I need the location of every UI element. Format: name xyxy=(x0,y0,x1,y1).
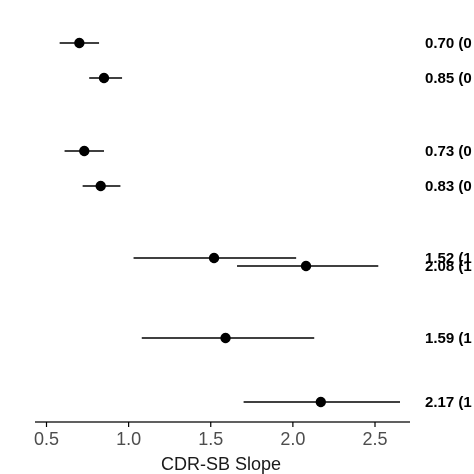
point-estimate xyxy=(208,252,220,264)
point-estimate xyxy=(79,145,90,157)
forest-row: 1.59 (1 xyxy=(141,330,472,347)
forest-row: 2.17 (1 xyxy=(243,394,472,411)
x-tick-label: 0.5 xyxy=(34,429,59,449)
forest-row: 0.83 (0 xyxy=(82,178,472,195)
estimate-label: 0.70 (0 xyxy=(425,35,472,52)
x-tick-label: 1.0 xyxy=(116,429,141,449)
estimate-label: 0.73 (0 xyxy=(425,143,472,160)
point-estimate xyxy=(300,260,312,272)
forest-rows: 0.70 (0 0.85 (0 0.73 (0 0.83 (0 1.52 (12.08 … xyxy=(59,35,472,411)
estimate-label: 2.17 (1 xyxy=(425,394,472,411)
point-estimate xyxy=(98,72,110,84)
estimate-label: 1.52 (1 xyxy=(425,250,472,267)
forest-row: 0.70 (0 xyxy=(59,35,472,52)
forest-row: 0.73 (0 xyxy=(64,143,472,160)
estimate-label: 1.59 (1 xyxy=(425,330,472,347)
x-tick-label: 2.5 xyxy=(362,429,387,449)
estimate-label: 0.83 (0 xyxy=(425,178,472,195)
x-axis-title: CDR-SB Slope xyxy=(161,454,281,474)
forest-row: 0.85 (0 xyxy=(89,70,472,87)
estimate-label: 0.85 (0 xyxy=(425,70,472,87)
point-estimate xyxy=(74,37,85,49)
forest-row: 2.08 (1 xyxy=(237,258,472,275)
estimate-label: 2.08 (1 xyxy=(425,258,472,275)
point-estimate xyxy=(95,180,106,192)
x-axis-ticks: 0.5 1.0 1.5 2.0 2.5 xyxy=(34,422,388,449)
point-estimate xyxy=(315,396,326,408)
point-estimate xyxy=(220,332,231,344)
x-tick-label: 1.5 xyxy=(198,429,223,449)
forest-row: 1.52 (1 xyxy=(133,250,472,267)
x-tick-label: 2.0 xyxy=(280,429,305,449)
